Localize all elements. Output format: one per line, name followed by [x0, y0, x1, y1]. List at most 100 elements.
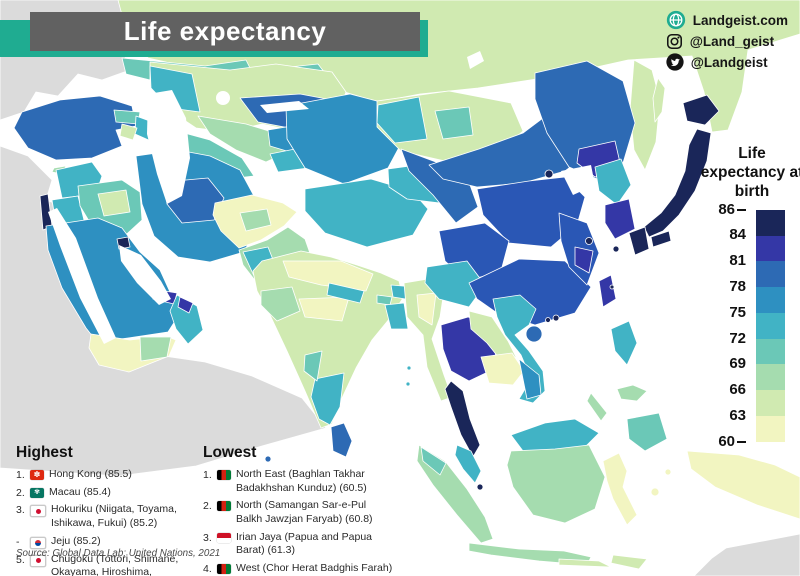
map-region-australia-nodata: [693, 533, 800, 576]
map-region-oman-north: [177, 296, 194, 314]
map-region-honshu: [643, 128, 712, 238]
website-handle[interactable]: Landgeist.com: [692, 12, 788, 28]
region-label: West (Chor Herat Badghis Farah) (61.4): [236, 561, 393, 576]
map-region-sumatra-north: [420, 446, 447, 476]
map-region-yunnan: [424, 260, 486, 308]
map-region-beijing: [544, 169, 554, 179]
highest-list: Highest 1. Hong Kong (85.5) 2. Macau (85.4)…: [16, 444, 202, 576]
legend-title: Life expectancy at birth: [700, 145, 800, 200]
legend-scale: 86 84 81 78 75 72 69 66 63 60: [700, 201, 800, 451]
map-region-turkey: [13, 95, 137, 161]
map-region-mongolia-central: [434, 106, 474, 140]
map-region-xinjiang: [285, 93, 404, 185]
map-region-macau: [545, 317, 551, 323]
map-region-india-kerala: [303, 350, 323, 382]
source-note: Source: Global Data Lab; United Nations,…: [16, 548, 221, 559]
southkorea-flag-icon: [30, 536, 46, 549]
map-region-jeju: [612, 245, 620, 253]
map-region-sakhalin: [652, 77, 666, 123]
map-region-bhutan: [376, 294, 393, 306]
afghanistan-flag-icon: [217, 501, 231, 512]
map-region-myanmar-central: [416, 292, 437, 326]
map-region-vietnam-south: [518, 358, 542, 400]
legend-segment-5: [756, 338, 785, 365]
legend-color-bar: [756, 209, 785, 442]
rank-number: 2.: [203, 500, 212, 513]
map-region-malaysia-peninsula: [454, 444, 482, 484]
rank-number: 4.: [203, 562, 212, 575]
map-region-tibet: [304, 178, 429, 248]
legend-tick-86: 86: [700, 201, 746, 219]
social-row-website[interactable]: Landgeist.com: [666, 10, 788, 30]
social-row-twitter[interactable]: @Landgeist: [666, 53, 788, 71]
afghanistan-flag-icon: [217, 563, 231, 574]
map-region-north-korea: [594, 158, 632, 206]
region-label: Chugoku (Tottori, Shimane, Okayama, Hiro…: [51, 552, 179, 576]
map-region-mindanao: [626, 412, 668, 452]
legend-segment-3: [756, 287, 785, 313]
afghanistan-flag-icon: [217, 470, 231, 480]
macau-flag-icon: [30, 487, 44, 498]
ranking-item: 5. Chugoku (Tottori, Shimane, Okayama, Hi…: [16, 553, 202, 576]
map-region-maluku-2: [664, 468, 672, 476]
map-region-kazakhstan-west: [149, 65, 201, 113]
twitter-handle[interactable]: @Landgeist: [690, 54, 768, 70]
social-row-instagram[interactable]: @Land_geist: [666, 33, 788, 50]
region-label: North (Samangan Sar-e-Pul Balkh Jawzjan …: [236, 499, 373, 525]
region-label: Hong Kong (85.5): [49, 468, 132, 480]
map-region-new-guinea: [686, 450, 800, 520]
map-region-iraq-interior: [97, 189, 131, 217]
map-region-hainan: [525, 325, 543, 343]
legend-tick-66: 66: [729, 381, 746, 399]
page-title: Life expectancy: [123, 16, 327, 46]
map-region-kyushu: [628, 226, 650, 256]
rank-number: 1.: [16, 469, 25, 481]
map-region-lake-balkhash: [260, 101, 309, 113]
map-region-shikoku: [650, 230, 672, 248]
map-region-mongolia-west: [376, 96, 428, 144]
japan-flag-icon: [30, 554, 46, 567]
legend-segment-6: [756, 364, 785, 391]
map-region-maldives: [264, 455, 272, 463]
map-region-hokkaido: [682, 94, 720, 126]
map-region-afghanistan-central: [239, 208, 272, 232]
region-label: Jeju (85.2): [51, 534, 101, 547]
ranking-item: 2. North (Samangan Sar-e-Pul Balkh Jawzja…: [203, 499, 395, 526]
rank-number: 3.: [16, 504, 25, 517]
ranking-item: 1. North East (Baghlan Takhar Badakhshan …: [203, 468, 395, 495]
legend-segment-4: [756, 312, 785, 339]
twitter-icon: [666, 53, 684, 71]
indonesia-flag-icon: [217, 532, 231, 543]
ranking-item: 2. Macau (85.4): [16, 486, 202, 500]
region-label: Macau (85.4): [49, 485, 111, 498]
ranking-item: 1. Hong Kong (85.5): [16, 468, 202, 482]
map-region-taiwan: [598, 274, 617, 308]
hongkong-flag-icon: [30, 469, 44, 480]
legend-tick-mark: [737, 440, 746, 443]
legend-segment-2: [756, 261, 785, 288]
legend-tick-72: 72: [729, 329, 746, 347]
instagram-icon: [666, 33, 682, 50]
map-region-zhejiang: [574, 246, 594, 274]
map-region-palawan: [586, 392, 608, 422]
instagram-handle[interactable]: @Land_geist: [689, 34, 775, 49]
region-label: Hokuriku (Niigata, Toyama, Ishikawa, Fuk…: [51, 503, 177, 529]
map-region-andaman-1: [406, 365, 412, 371]
map-region-thailand-south: [444, 380, 481, 458]
legend-tick-75: 75: [729, 303, 746, 321]
map-region-maluku-1: [650, 487, 660, 497]
legend-tick-60: 60: [700, 433, 746, 451]
ranking-item: 3. Hokuriku (Niigata, Toyama, Ishikawa, F…: [16, 503, 202, 530]
map-region-sulawesi: [602, 452, 638, 526]
legend-segment-1: [756, 235, 785, 262]
map-region-visayas: [616, 384, 648, 402]
map-region-caspian-sea: [147, 90, 190, 204]
rank-number: 3.: [203, 531, 212, 544]
ranking-item: 4. West (Chor Herat Badghis Farah) (61.4): [203, 562, 395, 576]
map-region-aral-sea: [216, 91, 230, 105]
legend-tick-69: 69: [729, 355, 746, 373]
map-region-armenia: [119, 123, 138, 141]
map-region-andaman-2: [405, 381, 411, 387]
map-region-nepal: [326, 282, 365, 304]
map-region-yemen-east: [139, 336, 172, 362]
